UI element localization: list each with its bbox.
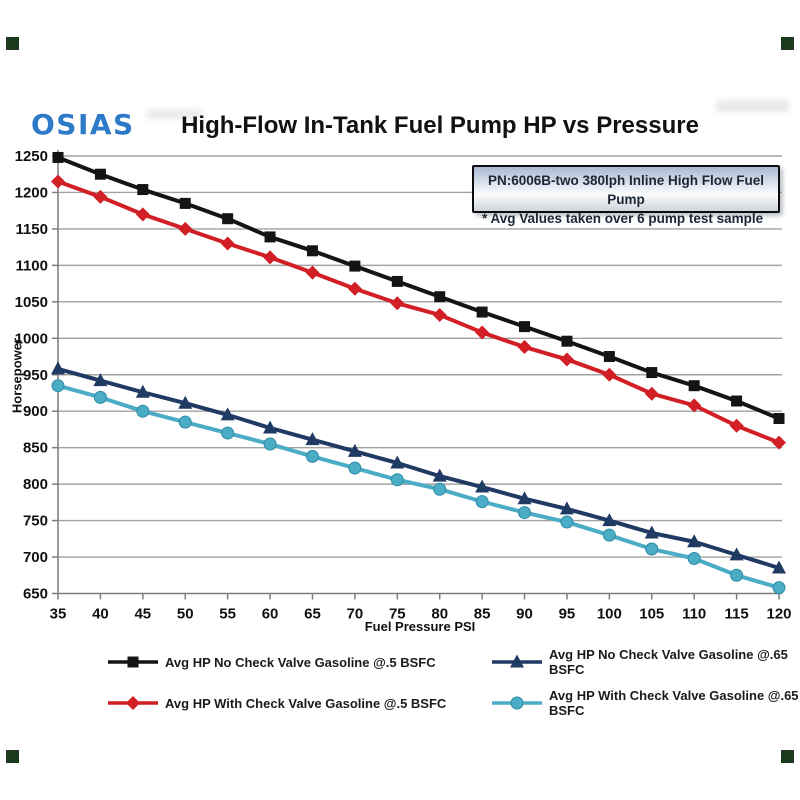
svg-text:1000: 1000 bbox=[15, 330, 48, 347]
annotation-box: PN:6006B-two 380lph Inline High Flow Fue… bbox=[472, 165, 780, 226]
svg-text:115: 115 bbox=[724, 606, 748, 623]
svg-text:850: 850 bbox=[23, 440, 48, 457]
svg-text:105: 105 bbox=[639, 606, 664, 623]
svg-text:60: 60 bbox=[262, 606, 279, 623]
corner-mark bbox=[781, 37, 794, 50]
watermark-smudge bbox=[716, 100, 790, 112]
osias-logo: OSIAS bbox=[31, 108, 135, 141]
corner-mark bbox=[781, 750, 794, 763]
watermark-smudge bbox=[146, 110, 202, 119]
svg-text:95: 95 bbox=[559, 606, 576, 623]
svg-text:1200: 1200 bbox=[15, 184, 48, 201]
legend-item-no-check-valve-05: Avg HP No Check Valve Gasoline @.5 BSFC bbox=[106, 647, 490, 677]
legend-label: Avg HP With Check Valve Gasoline @.5 BSF… bbox=[165, 695, 447, 711]
annotation-line2: * Avg Values taken over 6 pump test samp… bbox=[482, 211, 764, 226]
svg-text:110: 110 bbox=[682, 606, 706, 623]
svg-text:700: 700 bbox=[23, 549, 48, 566]
svg-text:50: 50 bbox=[177, 606, 194, 623]
svg-text:70: 70 bbox=[347, 606, 364, 623]
svg-text:950: 950 bbox=[23, 367, 48, 384]
x-axis-label: Fuel Pressure PSI bbox=[364, 619, 476, 634]
red-diamond-marker-icon bbox=[108, 696, 158, 710]
svg-text:85: 85 bbox=[474, 606, 491, 623]
chart-title: High-Flow In-Tank Fuel Pump HP vs Pressu… bbox=[181, 112, 699, 139]
svg-text:55: 55 bbox=[219, 606, 236, 623]
svg-text:80: 80 bbox=[431, 606, 448, 623]
svg-text:1050: 1050 bbox=[15, 294, 48, 311]
svg-text:750: 750 bbox=[23, 513, 48, 530]
navy-triangle-marker-icon bbox=[492, 654, 542, 668]
svg-text:40: 40 bbox=[92, 606, 109, 623]
svg-text:35: 35 bbox=[50, 606, 67, 623]
cyan-circle-marker-icon bbox=[492, 696, 542, 710]
svg-text:100: 100 bbox=[597, 606, 622, 623]
svg-text:120: 120 bbox=[766, 606, 791, 623]
svg-text:1250: 1250 bbox=[15, 148, 48, 165]
y-axis-label: Horsepower bbox=[9, 337, 25, 414]
svg-text:90: 90 bbox=[516, 606, 533, 623]
svg-text:900: 900 bbox=[23, 403, 48, 420]
legend-item-with-check-valve-065: Avg HP With Check Valve Gasoline @.65 BS… bbox=[490, 688, 800, 718]
corner-mark bbox=[6, 37, 19, 50]
legend-label: Avg HP With Check Valve Gasoline @.65 BS… bbox=[549, 688, 799, 718]
annotation-line1: PN:6006B-two 380lph Inline High Flow Fue… bbox=[487, 173, 765, 207]
svg-text:45: 45 bbox=[134, 606, 151, 623]
legend: Avg HP No Check Valve Gasoline @.5 BSFC … bbox=[0, 647, 800, 718]
svg-text:65: 65 bbox=[304, 606, 321, 623]
legend-item-with-check-valve-05: Avg HP With Check Valve Gasoline @.5 BSF… bbox=[106, 688, 490, 718]
black-square-marker-icon bbox=[108, 656, 158, 668]
svg-text:650: 650 bbox=[23, 586, 48, 603]
corner-mark bbox=[6, 750, 19, 763]
svg-text:75: 75 bbox=[389, 606, 406, 623]
legend-label: Avg HP No Check Valve Gasoline @.65 BSFC bbox=[549, 647, 788, 677]
legend-item-no-check-valve-065: Avg HP No Check Valve Gasoline @.65 BSFC bbox=[490, 647, 800, 677]
svg-text:1150: 1150 bbox=[15, 221, 48, 238]
svg-text:1100: 1100 bbox=[15, 257, 48, 274]
legend-label: Avg HP No Check Valve Gasoline @.5 BSFC bbox=[165, 654, 436, 670]
svg-text:800: 800 bbox=[23, 476, 48, 493]
